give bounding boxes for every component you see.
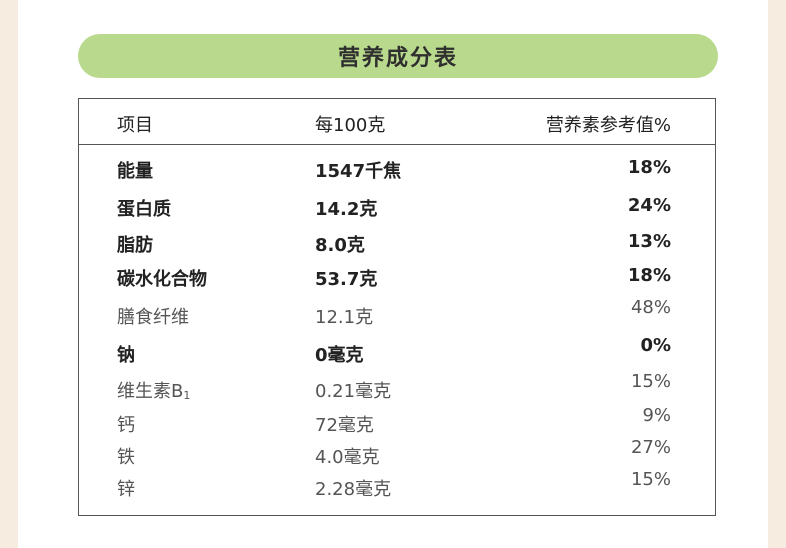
- header-per-100g: 每100克: [315, 115, 386, 136]
- item-name: 维生素B1: [117, 377, 190, 403]
- title-banner: 营养成分表: [78, 34, 718, 78]
- item-name-subscript: 1: [183, 389, 191, 402]
- item-amount: 0.21毫克: [315, 381, 392, 402]
- header-item: 项目: [117, 115, 153, 136]
- item-name: 钙: [117, 415, 135, 436]
- table-row-energy: 能量 1547千焦 18%: [79, 157, 715, 187]
- item-amount: 72毫克: [315, 415, 374, 436]
- item-name: 锌: [117, 479, 135, 500]
- item-name: 铁: [117, 447, 135, 468]
- item-nrv: 27%: [630, 437, 671, 458]
- item-name: 钠: [117, 345, 135, 366]
- item-amount: 14.2克: [315, 199, 378, 220]
- item-nrv: 9%: [642, 405, 671, 426]
- table-row-sodium: 钠 0毫克 0%: [79, 335, 715, 371]
- item-name: 膳食纤维: [117, 307, 189, 328]
- table-row-zinc: 锌 2.28毫克 15%: [79, 469, 715, 505]
- item-name: 蛋白质: [117, 199, 171, 220]
- table-row-iron: 铁 4.0毫克 27%: [79, 437, 715, 473]
- item-amount: 0毫克: [315, 345, 364, 366]
- item-nrv: 24%: [627, 195, 671, 216]
- nutrition-panel: 营养成分表 项目 每100克 营养素参考值% 能量 1547千焦 18% 蛋白质…: [18, 0, 768, 548]
- item-nrv: 13%: [627, 231, 671, 252]
- table-row-vitamin-b1: 维生素B1 0.21毫克 15%: [79, 371, 715, 407]
- table-title: 营养成分表: [337, 46, 458, 71]
- item-amount: 2.28毫克: [315, 479, 392, 500]
- table-header: 项目 每100克 营养素参考值%: [79, 99, 715, 145]
- header-nrv: 营养素参考值%: [545, 115, 671, 136]
- item-nrv: 18%: [627, 265, 671, 286]
- table-row-carbohydrate: 碳水化合物 53.7克 18%: [79, 265, 715, 295]
- item-name: 能量: [117, 161, 153, 182]
- item-nrv: 0%: [640, 335, 671, 356]
- item-amount: 1547千焦: [315, 161, 402, 182]
- item-nrv: 15%: [630, 371, 671, 392]
- item-nrv: 48%: [630, 297, 671, 318]
- item-name: 脂肪: [117, 235, 153, 256]
- item-amount: 8.0克: [315, 235, 365, 256]
- item-amount: 12.1克: [315, 307, 374, 328]
- nutrition-table: 项目 每100克 营养素参考值% 能量 1547千焦 18% 蛋白质 14.2克…: [78, 98, 716, 516]
- item-amount: 53.7克: [315, 269, 378, 290]
- item-nrv: 18%: [627, 157, 671, 178]
- table-row-calcium: 钙 72毫克 9%: [79, 405, 715, 441]
- item-amount: 4.0毫克: [315, 447, 380, 468]
- item-name-main: 维生素B: [117, 381, 184, 402]
- table-row-protein: 蛋白质 14.2克 24%: [79, 195, 715, 225]
- item-name: 碳水化合物: [117, 269, 207, 290]
- table-row-dietary-fiber: 膳食纤维 12.1克 48%: [79, 297, 715, 333]
- table-row-fat: 脂肪 8.0克 13%: [79, 231, 715, 261]
- item-nrv: 15%: [630, 469, 671, 490]
